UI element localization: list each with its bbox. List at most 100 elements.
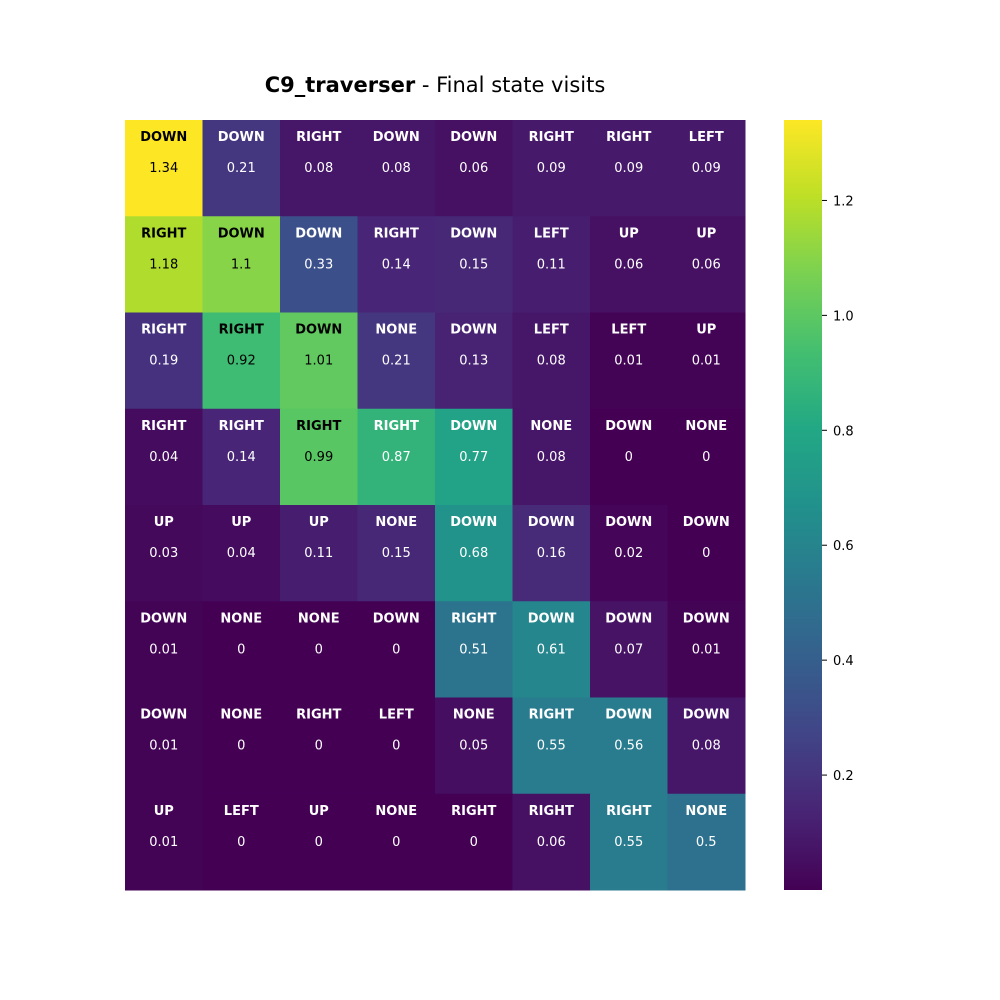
cell-action-label: DOWN	[373, 611, 420, 626]
cell-action-label: RIGHT	[451, 804, 496, 819]
cell-value-label: 0	[315, 642, 323, 657]
cell-action-label: UP	[231, 515, 251, 530]
cell-action-label: DOWN	[683, 611, 730, 626]
heatmap-cell	[512, 312, 591, 410]
heatmap-cell	[280, 601, 358, 698]
cell-value-label: 0.01	[149, 835, 178, 850]
cell-action-label: DOWN	[373, 130, 420, 145]
heatmap-cell	[512, 505, 591, 602]
cell-action-label: NONE	[375, 323, 417, 338]
heatmap-cell	[357, 601, 436, 698]
cell-action-label: LEFT	[534, 323, 569, 338]
cell-value-label: 1.18	[149, 257, 178, 272]
cell-action-label: RIGHT	[296, 708, 341, 723]
colorbar: 0.2 0.4 0.6 0.8 1.0 1.2	[784, 120, 854, 890]
cell-action-label: RIGHT	[529, 804, 574, 819]
heatmap-cell	[357, 120, 436, 217]
cell-value-label: 0.04	[227, 546, 256, 561]
heatmap-cell	[435, 120, 513, 217]
cell-action-label: LEFT	[689, 130, 724, 145]
cell-value-label: 0	[315, 739, 323, 754]
cell-action-label: RIGHT	[606, 804, 651, 819]
heatmap-cell	[125, 216, 203, 313]
cell-value-label: 0	[392, 835, 400, 850]
heatmap-cell	[435, 312, 513, 410]
cell-value-label: 1.01	[304, 354, 333, 369]
cell-value-label: 0.01	[614, 354, 643, 369]
heatmap-cell	[202, 120, 281, 217]
heatmap-cell	[125, 793, 203, 891]
heatmap-cell	[280, 793, 358, 891]
cell-value-label: 0.77	[459, 450, 488, 465]
cell-action-label: RIGHT	[141, 419, 186, 434]
heatmap-cell	[357, 793, 436, 891]
cell-action-label: UP	[154, 804, 174, 819]
heatmap-cell	[280, 120, 358, 217]
heatmap-cell	[280, 408, 358, 506]
cell-value-label: 0.01	[692, 642, 721, 657]
heatmap-cell	[590, 793, 668, 891]
cell-action-label: UP	[696, 226, 716, 241]
colorbar-gradient	[784, 120, 822, 890]
cell-action-label: UP	[696, 323, 716, 338]
cell-action-label: RIGHT	[141, 226, 186, 241]
cell-value-label: 0.04	[149, 450, 178, 465]
cell-action-label: DOWN	[140, 130, 187, 145]
cell-value-label: 0.11	[537, 257, 566, 272]
cell-value-label: 0.11	[304, 546, 333, 561]
heatmap-cell	[202, 408, 281, 506]
cell-value-label: 0.02	[614, 546, 643, 561]
cell-action-label: DOWN	[295, 323, 342, 338]
heatmap-cell	[512, 697, 591, 795]
cell-value-label: 0	[702, 546, 710, 561]
cell-value-label: 0	[237, 739, 245, 754]
heatmap-cell	[280, 505, 358, 602]
heatmap-cells: DOWN 1.34 DOWN 0.21 RIGHT 0.08 DOWN 0.08 DOWN 0.0…	[125, 120, 746, 891]
cell-action-label: DOWN	[605, 419, 652, 434]
colorbar-tick-label: 1.0	[833, 309, 854, 324]
cell-value-label: 0.99	[304, 450, 333, 465]
cell-action-label: NONE	[220, 611, 262, 626]
cell-value-label: 0.21	[382, 354, 411, 369]
cell-value-label: 0.15	[459, 257, 488, 272]
cell-value-label: 0.06	[459, 161, 488, 176]
cell-action-label: DOWN	[528, 515, 575, 530]
cell-value-label: 0	[392, 739, 400, 754]
cell-value-label: 0.55	[614, 835, 643, 850]
cell-action-label: RIGHT	[606, 130, 651, 145]
cell-value-label: 0.19	[149, 354, 178, 369]
cell-action-label: UP	[154, 515, 174, 530]
cell-action-label: RIGHT	[529, 708, 574, 723]
heatmap-cell	[512, 216, 591, 313]
heatmap-cell	[667, 408, 746, 506]
heatmap-cell	[125, 601, 203, 698]
cell-action-label: DOWN	[450, 419, 497, 434]
heatmap-cell	[202, 505, 281, 602]
heatmap-cell	[280, 216, 358, 313]
heatmap-cell	[435, 793, 513, 891]
cell-action-label: RIGHT	[451, 611, 496, 626]
cell-value-label: 0.08	[692, 739, 721, 754]
cell-value-label: 0	[625, 450, 633, 465]
heatmap-cell	[667, 793, 746, 891]
cell-action-label: NONE	[685, 419, 727, 434]
heatmap-cell	[590, 312, 668, 410]
colorbar-tick-label: 0.2	[833, 769, 854, 784]
cell-value-label: 0.01	[149, 739, 178, 754]
heatmap-cell	[357, 216, 436, 313]
cell-action-label: DOWN	[140, 708, 187, 723]
cell-action-label: NONE	[375, 804, 417, 819]
cell-value-label: 0	[392, 642, 400, 657]
heatmap-cell	[667, 216, 746, 313]
cell-action-label: DOWN	[605, 708, 652, 723]
colorbar-tick-label: 1.2	[833, 194, 854, 209]
heatmap-cell	[590, 216, 668, 313]
cell-action-label: NONE	[453, 708, 495, 723]
heatmap-cell	[435, 697, 513, 795]
cell-action-label: DOWN	[140, 611, 187, 626]
cell-action-label: NONE	[298, 611, 340, 626]
cell-value-label: 0.08	[304, 161, 333, 176]
cell-action-label: NONE	[530, 419, 572, 434]
heatmap-cell	[512, 793, 591, 891]
